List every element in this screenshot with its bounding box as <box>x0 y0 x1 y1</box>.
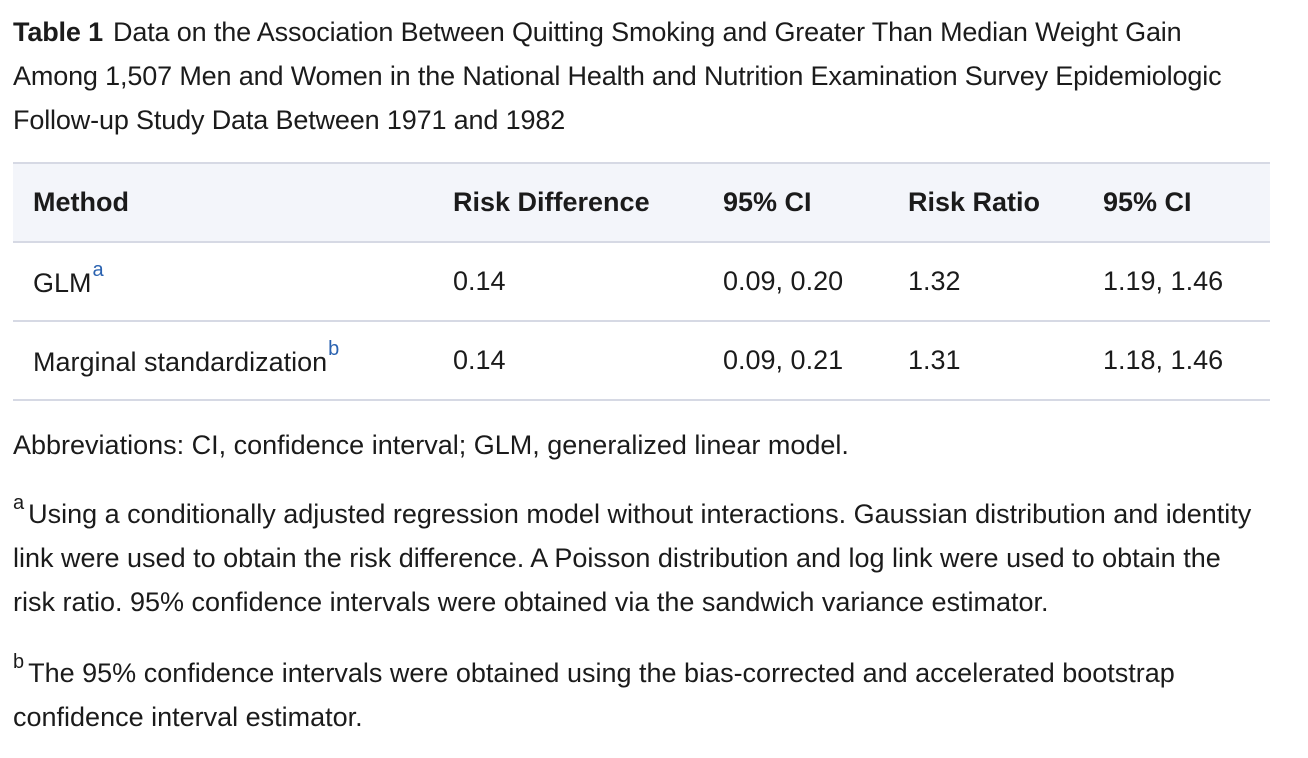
cell-risk-ratio: 1.31 <box>888 321 1083 401</box>
header-method: Method <box>13 162 433 243</box>
header-risk-difference: Risk Difference <box>433 162 703 243</box>
footnote-text: The 95% confidence intervals were obtain… <box>13 658 1175 732</box>
table-row: GLMa 0.14 0.09, 0.20 1.32 1.19, 1.46 <box>13 242 1270 322</box>
abbreviations-note: Abbreviations: CI, confidence interval; … <box>13 430 849 460</box>
data-table: Method Risk Difference 95% CI Risk Ratio… <box>13 162 1270 401</box>
header-row: Method Risk Difference 95% CI Risk Ratio… <box>13 162 1270 243</box>
footnote-b: b The 95% confidence intervals were obtai… <box>13 644 1270 739</box>
table-caption-text: Data on the Association Between Quitting… <box>13 17 1222 135</box>
cell-rd-ci: 0.09, 0.20 <box>703 242 888 322</box>
cell-risk-ratio: 1.32 <box>888 242 1083 322</box>
method-name: GLM <box>33 267 92 298</box>
cell-method: Marginal standardizationb <box>13 321 433 401</box>
table-row: Marginal standardizationb 0.14 0.09, 0.2… <box>13 321 1270 401</box>
header-risk-ratio: Risk Ratio <box>888 162 1083 243</box>
table-caption: Table 1 Data on the Association Between Q… <box>13 0 1270 142</box>
footnote-ref-link[interactable]: a <box>92 258 104 281</box>
table-body: GLMa 0.14 0.09, 0.20 1.32 1.19, 1.46 Mar… <box>13 242 1270 401</box>
footnote-mark: b <box>13 651 25 673</box>
footnote-text: Using a conditionally adjusted regressio… <box>13 499 1252 617</box>
cell-method: GLMa <box>13 242 433 322</box>
method-name: Marginal standardization <box>33 346 328 377</box>
cell-risk-difference: 0.14 <box>433 242 703 322</box>
cell-rr-ci: 1.18, 1.46 <box>1083 321 1270 401</box>
table-header: Method Risk Difference 95% CI Risk Ratio… <box>13 162 1270 243</box>
table-label: Table 1 <box>13 17 103 47</box>
footnote-a: a Using a conditionally adjusted regressi… <box>13 485 1270 624</box>
footnote-mark: a <box>13 492 25 514</box>
header-rd-ci: 95% CI <box>703 162 888 243</box>
cell-risk-difference: 0.14 <box>433 321 703 401</box>
cell-rd-ci: 0.09, 0.21 <box>703 321 888 401</box>
footnote-ref-link[interactable]: b <box>328 337 340 360</box>
cell-rr-ci: 1.19, 1.46 <box>1083 242 1270 322</box>
header-rr-ci: 95% CI <box>1083 162 1270 243</box>
